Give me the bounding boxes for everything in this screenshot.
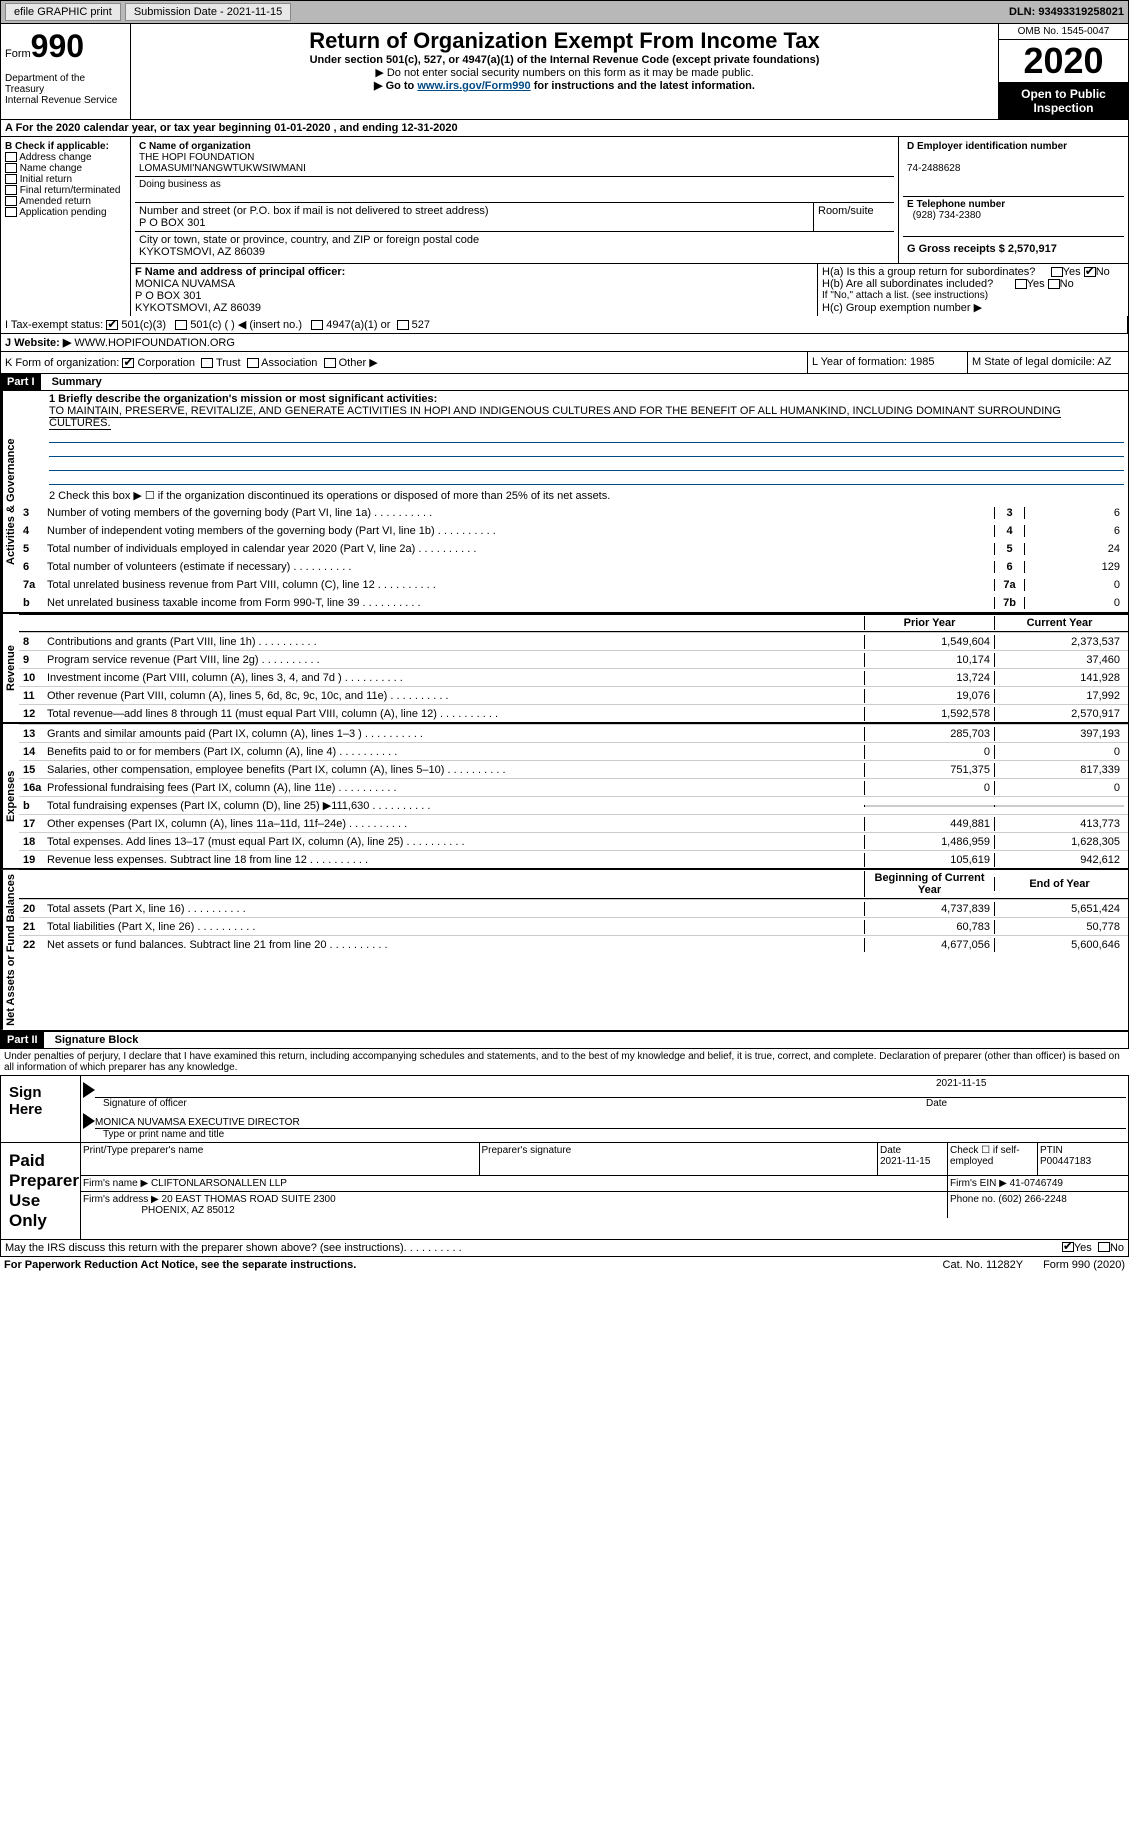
line-7a: 7a Total unrelated business revenue from…: [19, 576, 1128, 594]
line-b: b Total fundraising expenses (Part IX, c…: [19, 796, 1128, 814]
line-b: b Net unrelated business taxable income …: [19, 594, 1128, 612]
firm-address: Firm's address ▶ 20 EAST THOMAS ROAD SUI…: [81, 1192, 948, 1218]
form-subtitle: Under section 501(c), 527, or 4947(a)(1)…: [135, 54, 994, 66]
page-footer: For Paperwork Reduction Act Notice, see …: [0, 1257, 1129, 1273]
tax-year: 2020: [999, 40, 1128, 83]
line-11: 11 Other revenue (Part VIII, column (A),…: [19, 686, 1128, 704]
type-name-label: Type or print name and title: [103, 1129, 1126, 1140]
part-1-header: Part I Summary: [0, 374, 1129, 391]
form-number: Form990: [5, 28, 126, 65]
line-2-discontinued: 2 Check this box ▶ ☐ if the organization…: [19, 487, 1128, 504]
gross-receipts-box: G Gross receipts $ 2,570,917: [903, 237, 1124, 261]
officer-name: MONICA NUVAMSA EXECUTIVE DIRECTOR: [95, 1117, 300, 1128]
officer-box: F Name and address of principal officer:…: [131, 264, 818, 316]
part-2-header: Part II Signature Block: [0, 1032, 1129, 1049]
preparer-date: Date2021-11-15: [878, 1143, 948, 1175]
line-8: 8 Contributions and grants (Part VIII, l…: [19, 632, 1128, 650]
line-22: 22 Net assets or fund balances. Subtract…: [19, 935, 1128, 953]
sign-here-label: Sign Here: [1, 1076, 81, 1142]
paid-preparer-label: Paid Preparer Use Only: [1, 1143, 81, 1239]
dln-label: DLN: 93493319258021: [1009, 6, 1124, 18]
ein-box: D Employer identification number 74-2488…: [903, 139, 1124, 197]
line-4: 4 Number of independent voting members o…: [19, 522, 1128, 540]
cb-name-change[interactable]: Name change: [5, 163, 126, 174]
cb-final-return[interactable]: Final return/terminated: [5, 185, 126, 196]
self-employed-check[interactable]: Check ☐ if self-employed: [948, 1143, 1038, 1175]
row-i-status: I Tax-exempt status: 501(c)(3) 501(c) ( …: [1, 316, 1128, 333]
line-17: 17 Other expenses (Part IX, column (A), …: [19, 814, 1128, 832]
open-inspection-badge: Open to Public Inspection: [999, 83, 1128, 119]
discuss-no-checkbox[interactable]: [1098, 1242, 1110, 1252]
phone-box: E Telephone number (928) 734-2380: [903, 197, 1124, 237]
firm-name: Firm's name ▶ CLIFTONLARSONALLEN LLP: [81, 1176, 948, 1191]
entity-block: B Check if applicable: Address change Na…: [0, 137, 1129, 316]
form-note-1: ▶ Do not enter social security numbers o…: [135, 66, 994, 79]
line-6: 6 Total number of volunteers (estimate i…: [19, 558, 1128, 576]
department-label: Department of the Treasury Internal Reve…: [5, 73, 126, 106]
discuss-row: May the IRS discuss this return with the…: [0, 1240, 1129, 1257]
room-suite-box: Room/suite: [814, 203, 894, 231]
city-box: City or town, state or province, country…: [135, 232, 894, 260]
section-net-assets: Net Assets or Fund Balances Beginning of…: [0, 870, 1129, 1032]
date-label: Date: [926, 1098, 1126, 1109]
cb-initial-return[interactable]: Initial return: [5, 174, 126, 185]
form-header: Form990 Department of the Treasury Inter…: [0, 24, 1129, 120]
sig-date: 2021-11-15: [926, 1078, 1126, 1098]
line-9: 9 Program service revenue (Part VIII, li…: [19, 650, 1128, 668]
perjury-declaration: Under penalties of perjury, I declare th…: [0, 1049, 1129, 1075]
ptin: PTINP00447183: [1038, 1143, 1128, 1175]
cb-address-change[interactable]: Address change: [5, 152, 126, 163]
section-governance: Activities & Governance 1 Briefly descri…: [0, 391, 1129, 614]
line-13: 13 Grants and similar amounts paid (Part…: [19, 724, 1128, 742]
firm-phone: Phone no. (602) 266-2248: [948, 1192, 1128, 1218]
row-m-domicile: M State of legal domicile: AZ: [968, 352, 1128, 373]
line-3: 3 Number of voting members of the govern…: [19, 504, 1128, 522]
section-revenue: Revenue Prior Year Current Year 8 Contri…: [0, 614, 1129, 724]
form-note-2: ▶ Go to www.irs.gov/Form990 for instruct…: [135, 79, 994, 92]
row-a-period: A For the 2020 calendar year, or tax yea…: [0, 120, 1129, 137]
line-15: 15 Salaries, other compensation, employe…: [19, 760, 1128, 778]
cb-pending[interactable]: Application pending: [5, 207, 126, 218]
form-title: Return of Organization Exempt From Incom…: [135, 28, 994, 54]
row-j-website: J Website: ▶ WWW.HOPIFOUNDATION.ORG: [1, 334, 1128, 351]
row-l-formation: L Year of formation: 1985: [808, 352, 968, 373]
line-21: 21 Total liabilities (Part X, line 26) 6…: [19, 917, 1128, 935]
row-k-org-form: K Form of organization: Corporation Trus…: [1, 352, 808, 373]
preparer-name-label: Print/Type preparer's name: [81, 1143, 480, 1175]
irs-link[interactable]: www.irs.gov/Form990: [417, 80, 530, 92]
discuss-yes-checkbox[interactable]: [1062, 1242, 1074, 1252]
submission-date-button[interactable]: Submission Date - 2021-11-15: [125, 3, 291, 21]
line-12: 12 Total revenue—add lines 8 through 11 …: [19, 704, 1128, 722]
line-20: 20 Total assets (Part X, line 16) 4,737,…: [19, 899, 1128, 917]
address-box: Number and street (or P.O. box if mail i…: [135, 203, 814, 231]
cb-amended[interactable]: Amended return: [5, 196, 126, 207]
arrow-icon: [83, 1113, 95, 1129]
preparer-sig-label: Preparer's signature: [480, 1143, 879, 1175]
efile-print-button[interactable]: efile GRAPHIC print: [5, 3, 121, 21]
org-name-box: C Name of organization THE HOPI FOUNDATI…: [135, 139, 894, 177]
arrow-icon: [83, 1082, 95, 1098]
firm-ein: Firm's EIN ▶ 41-0746749: [948, 1176, 1128, 1191]
col-b-checkboxes: B Check if applicable: Address change Na…: [1, 137, 131, 316]
dba-box: Doing business as: [135, 177, 894, 203]
section-expenses: Expenses 13 Grants and similar amounts p…: [0, 724, 1129, 870]
line-5: 5 Total number of individuals employed i…: [19, 540, 1128, 558]
top-bar: efile GRAPHIC print Submission Date - 20…: [0, 0, 1129, 24]
sig-officer-label: Signature of officer: [103, 1098, 926, 1109]
line-10: 10 Investment income (Part VIII, column …: [19, 668, 1128, 686]
group-return-box: H(a) Is this a group return for subordin…: [818, 264, 1128, 316]
line-14: 14 Benefits paid to or for members (Part…: [19, 742, 1128, 760]
line-19: 19 Revenue less expenses. Subtract line …: [19, 850, 1128, 868]
line-18: 18 Total expenses. Add lines 13–17 (must…: [19, 832, 1128, 850]
line-1-mission: 1 Briefly describe the organization's mi…: [19, 391, 1128, 487]
omb-number: OMB No. 1545-0047: [999, 24, 1128, 40]
line-16a: 16a Professional fundraising fees (Part …: [19, 778, 1128, 796]
